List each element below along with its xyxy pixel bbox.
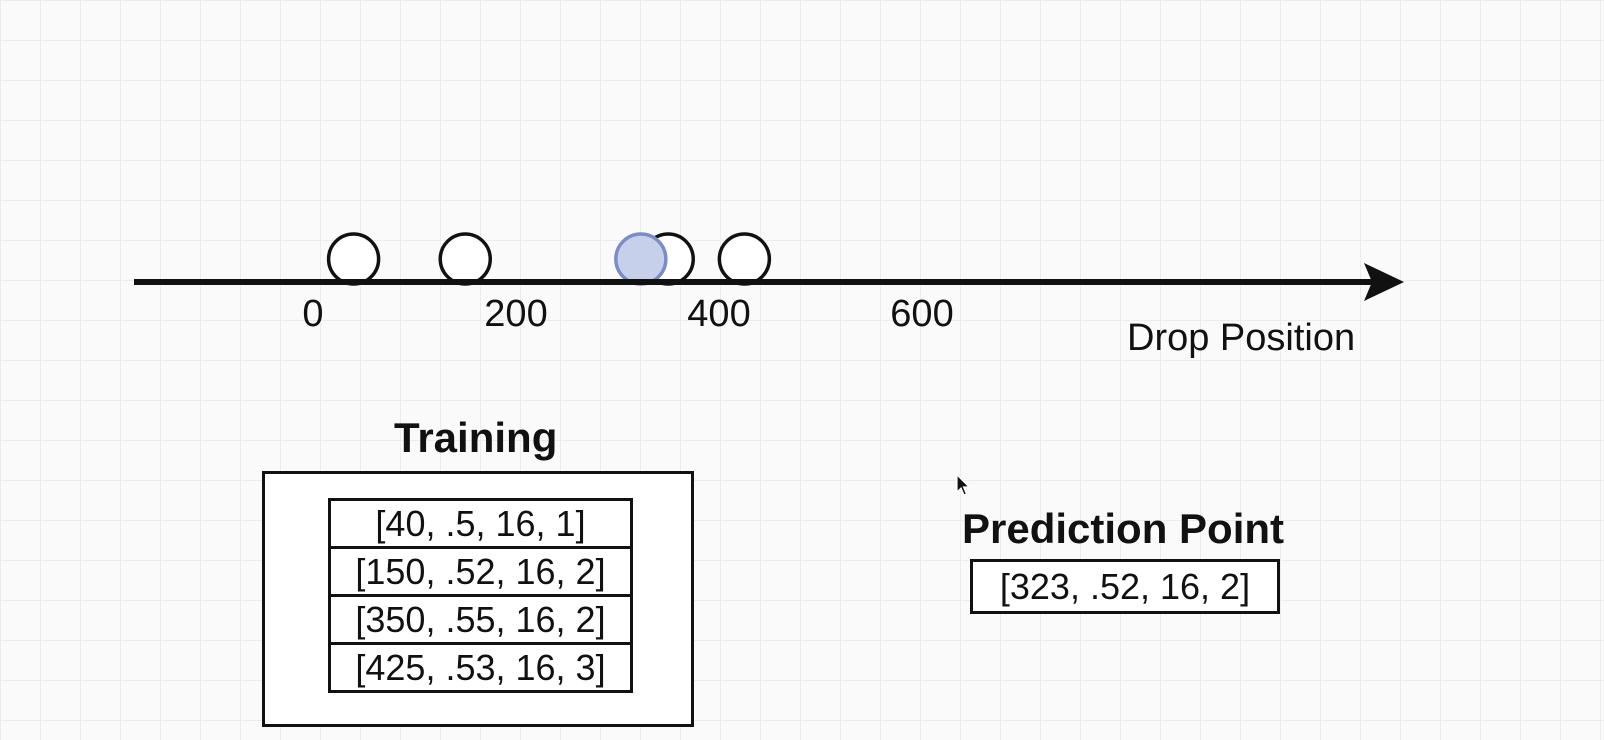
mouse-pointer-icon: [956, 474, 971, 496]
tick-labels: 0 200 400 600: [302, 293, 953, 335]
prediction-point: [614, 232, 668, 286]
training-data-box: [40, .5, 16, 1] [150, .52, 16, 2] [350, …: [262, 471, 694, 727]
training-row: [40, .5, 16, 1]: [328, 498, 633, 549]
axis-title: Drop Position: [1127, 317, 1355, 359]
training-rows: [40, .5, 16, 1] [150, .52, 16, 2] [350, …: [328, 498, 633, 693]
training-row: [350, .55, 16, 2]: [328, 594, 633, 645]
tick-label: 0: [302, 293, 323, 335]
training-point: [717, 232, 772, 286]
number-line: [134, 263, 1404, 301]
prediction-point-box: [323, .52, 16, 2]: [970, 559, 1280, 614]
training-point: [326, 232, 381, 286]
training-point: [438, 232, 492, 286]
training-title: Training: [394, 414, 558, 461]
tick-label: 200: [484, 293, 547, 335]
points-layer: [326, 232, 772, 286]
tick-label: 600: [890, 293, 953, 335]
tick-label: 400: [687, 293, 750, 335]
axis-arrowhead-icon: [1364, 263, 1404, 301]
training-row: [150, .52, 16, 2]: [328, 546, 633, 597]
prediction-point-title: Prediction Point: [962, 505, 1285, 552]
training-row: [425, .53, 16, 3]: [328, 642, 633, 693]
